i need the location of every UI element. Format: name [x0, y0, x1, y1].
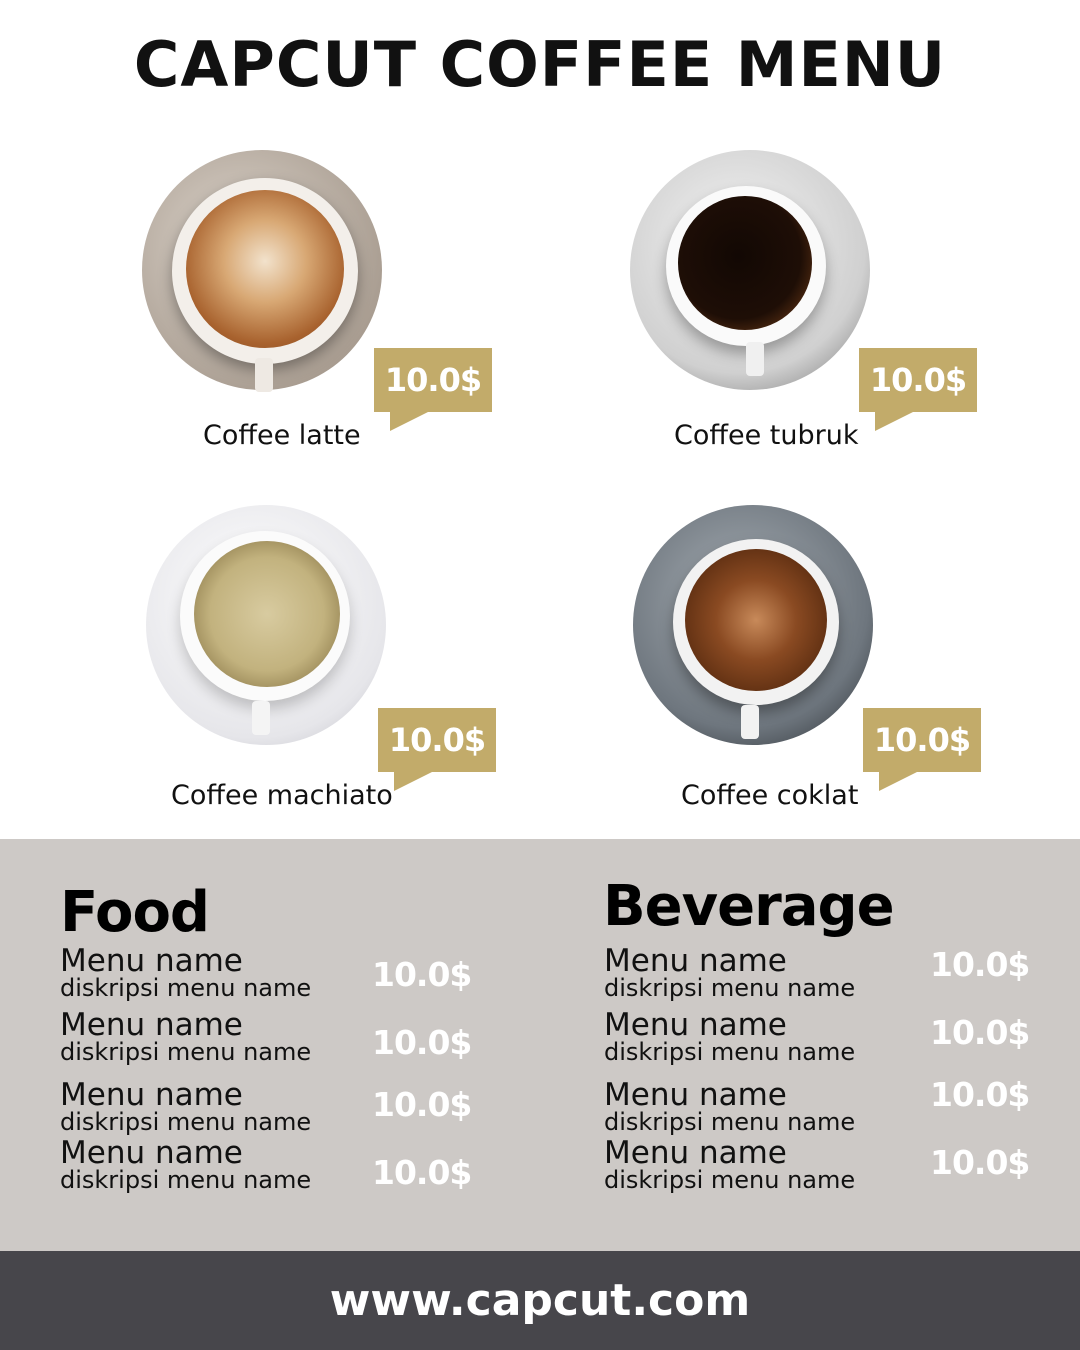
menu-item-name: Menu name: [60, 1077, 243, 1113]
menu-item-name: Menu name: [604, 1135, 787, 1171]
tag-tail: [879, 771, 919, 791]
coffee-coklat-image: [633, 505, 873, 745]
menu-item-price: 10.0$: [372, 1023, 472, 1062]
menu-item-price: 10.0$: [372, 1153, 472, 1192]
menu-item-description: diskripsi menu name: [604, 1108, 856, 1136]
menu-item-description: diskripsi menu name: [60, 1166, 312, 1194]
menu-item-price: 10.0$: [930, 1143, 1030, 1182]
menu-item-name: Menu name: [604, 943, 787, 979]
beverage-heading: Beverage: [603, 874, 895, 939]
coffee-latte-image: [142, 150, 382, 392]
coffee-tubruk-image: [630, 150, 870, 390]
menu-item-price: 10.0$: [930, 1075, 1030, 1114]
item-label-coklat: Coffee coklat: [681, 780, 859, 811]
page-title: CAPCUT COFFEE MENU: [133, 28, 947, 101]
item-label-tubruk: Coffee tubruk: [674, 420, 859, 451]
price-tag-latte: 10.0$: [374, 348, 492, 431]
price-tag-tubruk: 10.0$: [859, 348, 977, 431]
website-url[interactable]: www.capcut.com: [329, 1275, 751, 1326]
menu-item-name: Menu name: [60, 1135, 243, 1171]
menu-item-price: 10.0$: [930, 1013, 1030, 1052]
item-label-latte: Coffee latte: [203, 420, 361, 451]
menu-item-price: 10.0$: [372, 955, 472, 994]
menu-item-description: diskripsi menu name: [60, 974, 312, 1002]
price-tag-machiato: 10.0$: [378, 708, 496, 791]
food-heading: Food: [60, 880, 210, 945]
menu-item-description: diskripsi menu name: [604, 1038, 856, 1066]
coffee-machiato-image: [146, 505, 386, 745]
menu-item-name: Menu name: [604, 1007, 787, 1043]
tag-tail: [875, 411, 915, 431]
price-tag-coklat: 10.0$: [863, 708, 981, 791]
menu-item-description: diskripsi menu name: [60, 1108, 312, 1136]
menu-item-description: diskripsi menu name: [604, 974, 856, 1002]
menu-item-name: Menu name: [604, 1077, 787, 1113]
menu-item-price: 10.0$: [372, 1085, 472, 1124]
menu-panel: [0, 839, 1080, 1251]
item-label-machiato: Coffee machiato: [171, 780, 393, 811]
price-tag-text: 10.0$: [378, 708, 496, 772]
menu-item-name: Menu name: [60, 1007, 243, 1043]
menu-item-description: diskripsi menu name: [604, 1166, 856, 1194]
menu-item-price: 10.0$: [930, 945, 1030, 984]
price-tag-text: 10.0$: [859, 348, 977, 412]
tag-tail: [390, 411, 430, 431]
menu-item-description: diskripsi menu name: [60, 1038, 312, 1066]
footer: www.capcut.com: [0, 1251, 1080, 1350]
price-tag-text: 10.0$: [374, 348, 492, 412]
tag-tail: [394, 771, 434, 791]
menu-item-name: Menu name: [60, 943, 243, 979]
price-tag-text: 10.0$: [863, 708, 981, 772]
